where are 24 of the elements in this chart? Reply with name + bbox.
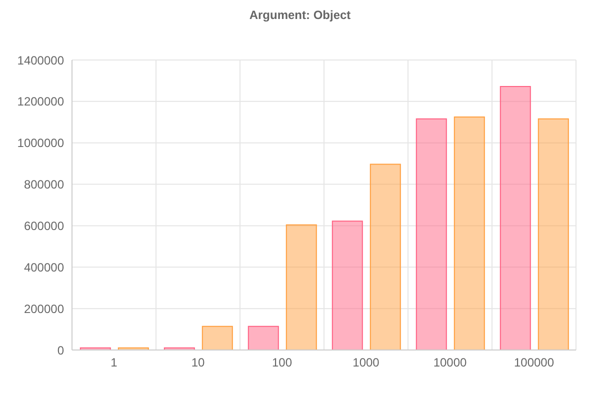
bar xyxy=(454,116,485,350)
y-tick-label: 1200000 xyxy=(17,94,64,109)
x-tick-label: 1 xyxy=(110,356,118,370)
x-tick-label: 10 xyxy=(191,356,205,370)
y-tick-label: 800000 xyxy=(24,178,64,192)
x-tick-label: 1000 xyxy=(352,356,380,370)
y-tick-label: 1400000 xyxy=(17,53,64,68)
bar xyxy=(286,224,317,350)
y-tick-label: 0 xyxy=(57,343,64,358)
bar xyxy=(332,220,363,350)
x-tick-label: 100000 xyxy=(514,356,554,370)
x-tick-label: 10000 xyxy=(433,356,468,370)
x-tick-label: 100 xyxy=(272,356,292,370)
y-tick-label: 200000 xyxy=(24,302,64,316)
bar xyxy=(248,326,279,350)
chart-title: Argument: Object xyxy=(248,8,352,22)
bar xyxy=(416,118,447,350)
y-tick-label: 1000000 xyxy=(17,136,64,150)
bar xyxy=(202,326,233,350)
y-tick-label: 400000 xyxy=(24,260,64,274)
y-tick-label: 600000 xyxy=(24,218,64,233)
bar xyxy=(500,86,531,350)
bar xyxy=(538,118,569,350)
bar xyxy=(370,164,401,350)
